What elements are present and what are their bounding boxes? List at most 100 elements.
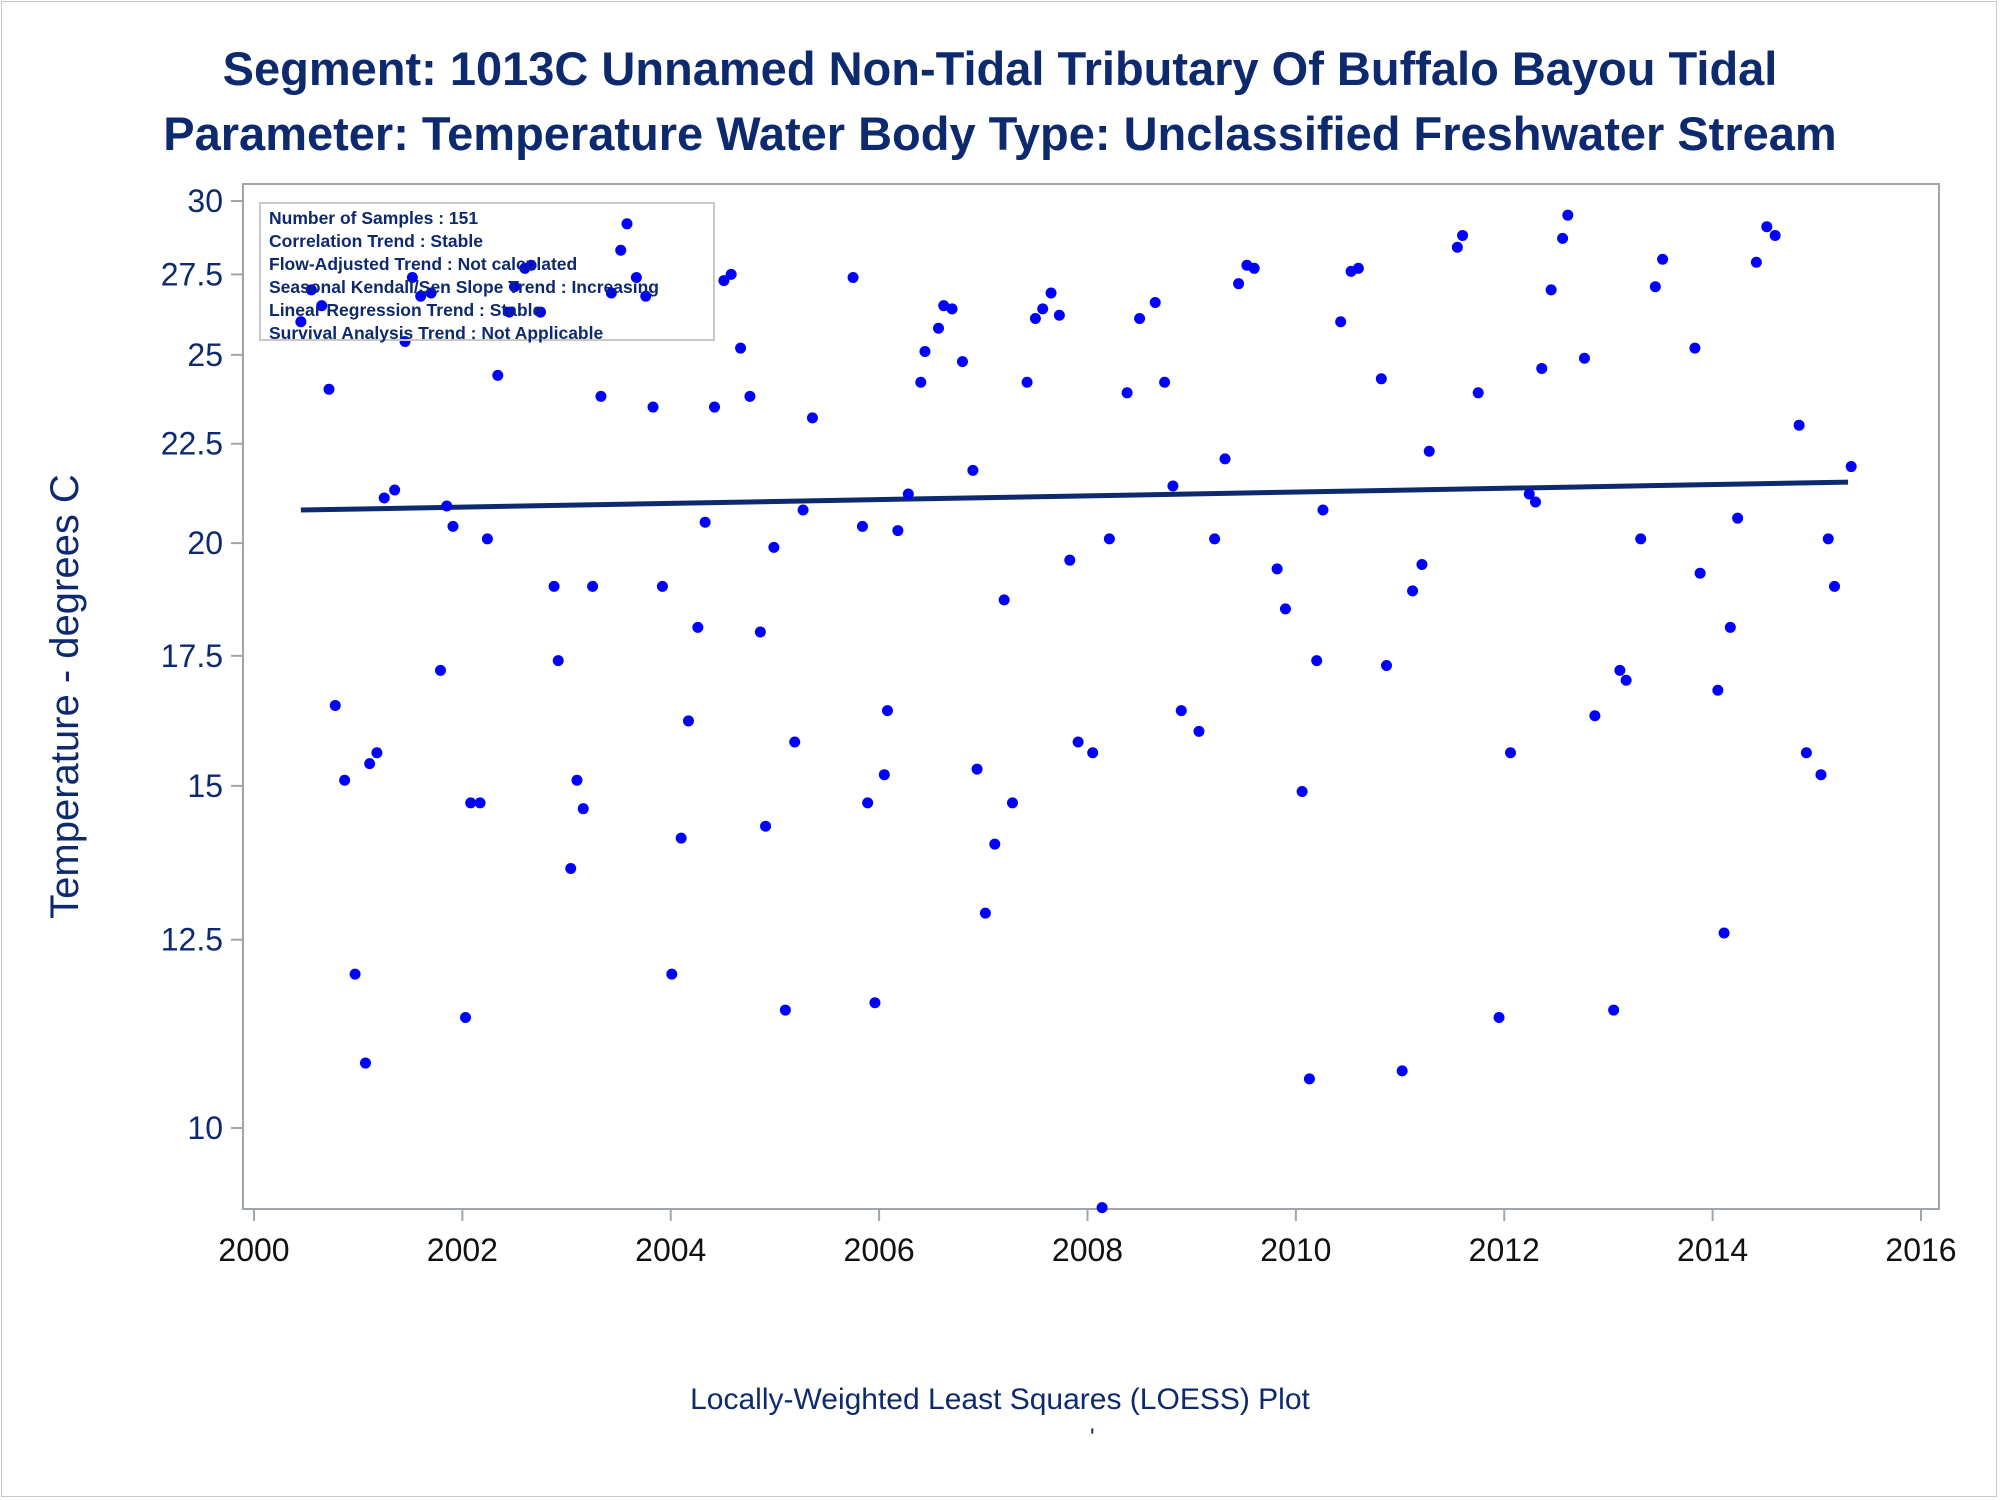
footnote: Locally-Weighted Least Squares (LOESS) P… <box>690 1383 1310 1416</box>
chart-title-line1: Segment: 1013C Unnamed Non-Tidal Tributa… <box>222 42 1778 95</box>
data-point <box>1209 533 1221 545</box>
data-point <box>869 997 881 1009</box>
data-point <box>1167 480 1179 492</box>
loess-trend-line <box>300 479 1849 513</box>
data-point <box>744 390 756 402</box>
data-point <box>503 306 515 318</box>
data-point <box>915 376 927 388</box>
data-point <box>1750 256 1762 268</box>
data-point <box>692 621 704 633</box>
data-point <box>552 655 564 667</box>
data-point <box>640 290 652 302</box>
data-point <box>1493 1011 1505 1023</box>
data-point <box>725 268 737 280</box>
data-point <box>878 769 890 781</box>
data-point <box>415 290 427 302</box>
data-point <box>406 271 418 283</box>
y-tick-label: 25 <box>187 337 223 373</box>
data-point <box>1635 533 1647 545</box>
y-tick-label: 15 <box>187 768 223 804</box>
data-point <box>441 500 453 512</box>
data-point <box>1815 769 1827 781</box>
data-point <box>1021 376 1033 388</box>
data-point <box>1545 284 1557 296</box>
data-point <box>349 968 361 980</box>
data-point <box>1134 313 1146 325</box>
x-tick-label: 2010 <box>1260 1232 1331 1268</box>
data-point <box>389 484 401 496</box>
data-point <box>1175 705 1187 717</box>
data-point <box>1149 296 1161 308</box>
data-point <box>760 820 772 832</box>
data-point <box>508 281 520 293</box>
data-point <box>399 335 411 347</box>
data-point <box>699 516 711 528</box>
data-point <box>316 300 328 312</box>
inset-line-correlation: Correlation Trend : Stable <box>269 231 483 251</box>
data-point <box>359 1057 371 1069</box>
data-point <box>1375 373 1387 385</box>
data-point <box>1822 533 1834 545</box>
plot-area-border <box>242 183 1940 1210</box>
data-point <box>605 287 617 299</box>
data-point <box>1557 232 1569 244</box>
inset-line-linear-regression: Linear Regression Trend : Stable <box>269 300 543 320</box>
data-point <box>447 520 459 532</box>
data-point <box>979 907 991 919</box>
data-point <box>425 287 437 299</box>
x-tick-label: 2014 <box>1677 1232 1748 1268</box>
data-point <box>1761 221 1773 233</box>
data-point <box>1845 461 1857 473</box>
plot-axes: Temperature - degrees C <box>43 183 1940 1210</box>
data-point <box>305 284 317 296</box>
data-point <box>1689 342 1701 354</box>
data-point <box>998 594 1010 606</box>
data-point <box>1505 747 1517 759</box>
data-point <box>768 541 780 553</box>
data-point <box>1829 580 1841 592</box>
data-point <box>1416 558 1428 570</box>
data-point <box>1523 488 1535 500</box>
inset-line-flow-adjusted: Flow-Adjusted Trend : Not calculated <box>269 254 578 274</box>
data-point <box>1423 445 1435 457</box>
data-point <box>989 838 1001 850</box>
data-point <box>548 580 560 592</box>
data-point <box>525 259 537 271</box>
y-tick-label: 17.5 <box>161 638 223 674</box>
data-point <box>847 271 859 283</box>
data-point <box>754 626 766 638</box>
data-point <box>666 968 678 980</box>
data-point <box>1614 664 1626 676</box>
data-points <box>295 209 1857 1214</box>
data-point <box>946 303 958 315</box>
y-tick-label: 22.5 <box>161 426 223 462</box>
data-point <box>1793 419 1805 431</box>
x-tick-label: 2004 <box>635 1232 706 1268</box>
data-point <box>1121 387 1133 399</box>
data-point <box>1335 316 1347 328</box>
data-point <box>1732 512 1744 524</box>
y-axis-label: Temperature - degrees C <box>43 474 87 919</box>
x-tick-label: 2016 <box>1885 1232 1956 1268</box>
data-point <box>378 492 390 504</box>
inset-line-survival: Survival Analysis Trend : Not Applicable <box>269 323 604 343</box>
chart-title-line2: Parameter: Temperature Water Body Type: … <box>163 107 1837 160</box>
data-point <box>587 580 599 592</box>
data-point <box>1396 1065 1408 1077</box>
data-point <box>1562 209 1574 221</box>
data-point <box>862 797 874 809</box>
data-point <box>1311 655 1323 667</box>
data-point <box>919 345 931 357</box>
data-point <box>434 664 446 676</box>
data-point <box>1103 533 1115 545</box>
data-point <box>971 763 983 775</box>
data-point <box>1072 736 1084 748</box>
data-point <box>1029 313 1041 325</box>
data-point <box>1248 262 1260 274</box>
data-point <box>779 1004 791 1016</box>
x-tick-label: 2006 <box>844 1232 915 1268</box>
data-point <box>797 504 809 516</box>
data-point <box>1317 504 1329 516</box>
data-point <box>1381 659 1393 671</box>
